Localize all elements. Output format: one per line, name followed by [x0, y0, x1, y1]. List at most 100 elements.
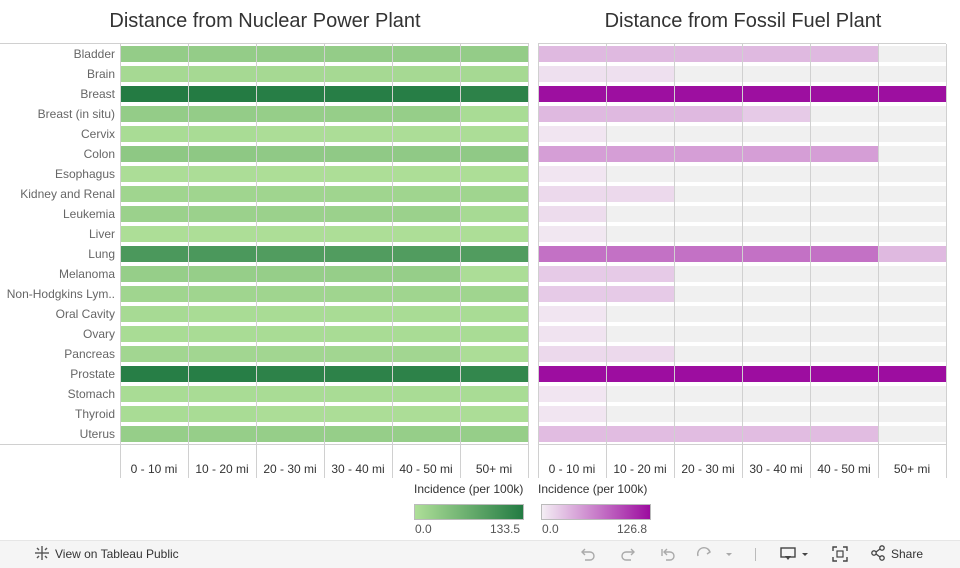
- fossil-cell[interactable]: [538, 266, 606, 282]
- fossil-cell[interactable]: [606, 246, 674, 262]
- fossil-cell[interactable]: [674, 386, 742, 402]
- fossil-cell[interactable]: [538, 106, 606, 122]
- nuclear-cell[interactable]: [392, 326, 460, 342]
- fossil-cell[interactable]: [606, 166, 674, 182]
- fossil-cell[interactable]: [674, 126, 742, 142]
- redo-icon[interactable]: [620, 546, 636, 562]
- fossil-cell[interactable]: [674, 286, 742, 302]
- nuclear-cell[interactable]: [460, 266, 528, 282]
- nuclear-cell[interactable]: [120, 186, 188, 202]
- nuclear-cell[interactable]: [256, 326, 324, 342]
- nuclear-cell[interactable]: [120, 206, 188, 222]
- fossil-cell[interactable]: [538, 306, 606, 322]
- fossil-cell[interactable]: [674, 66, 742, 82]
- nuclear-cell[interactable]: [188, 206, 256, 222]
- nuclear-cell[interactable]: [460, 46, 528, 62]
- nuclear-cell[interactable]: [188, 146, 256, 162]
- fossil-cell[interactable]: [878, 406, 946, 422]
- fossil-cell[interactable]: [674, 266, 742, 282]
- nuclear-cell[interactable]: [460, 286, 528, 302]
- nuclear-cell[interactable]: [324, 146, 392, 162]
- fossil-cell[interactable]: [810, 206, 878, 222]
- fossil-cell[interactable]: [742, 326, 810, 342]
- nuclear-cell[interactable]: [324, 266, 392, 282]
- nuclear-cell[interactable]: [324, 286, 392, 302]
- fossil-cell[interactable]: [606, 426, 674, 442]
- fossil-cell[interactable]: [878, 286, 946, 302]
- nuclear-cell[interactable]: [188, 46, 256, 62]
- fossil-cell[interactable]: [878, 166, 946, 182]
- nuclear-cell[interactable]: [324, 126, 392, 142]
- nuclear-cell[interactable]: [460, 126, 528, 142]
- nuclear-cell[interactable]: [392, 46, 460, 62]
- nuclear-cell[interactable]: [256, 46, 324, 62]
- nuclear-cell[interactable]: [460, 366, 528, 382]
- fossil-cell[interactable]: [674, 86, 742, 102]
- share-button[interactable]: Share: [870, 541, 923, 568]
- nuclear-cell[interactable]: [188, 166, 256, 182]
- nuclear-cell[interactable]: [188, 426, 256, 442]
- nuclear-cell[interactable]: [188, 106, 256, 122]
- fossil-cell[interactable]: [538, 126, 606, 142]
- nuclear-cell[interactable]: [120, 426, 188, 442]
- fossil-cell[interactable]: [742, 266, 810, 282]
- fossil-cell[interactable]: [538, 66, 606, 82]
- nuclear-cell[interactable]: [324, 166, 392, 182]
- fossil-cell[interactable]: [810, 46, 878, 62]
- fossil-cell[interactable]: [606, 206, 674, 222]
- nuclear-cell[interactable]: [120, 126, 188, 142]
- fossil-cell[interactable]: [810, 346, 878, 362]
- fossil-cell[interactable]: [742, 166, 810, 182]
- fossil-cell[interactable]: [606, 146, 674, 162]
- nuclear-cell[interactable]: [324, 306, 392, 322]
- nuclear-cell[interactable]: [256, 426, 324, 442]
- fossil-cell[interactable]: [810, 326, 878, 342]
- nuclear-cell[interactable]: [460, 426, 528, 442]
- fossil-cell[interactable]: [606, 326, 674, 342]
- nuclear-cell[interactable]: [392, 166, 460, 182]
- nuclear-cell[interactable]: [392, 286, 460, 302]
- nuclear-cell[interactable]: [460, 166, 528, 182]
- fossil-cell[interactable]: [606, 66, 674, 82]
- nuclear-cell[interactable]: [392, 186, 460, 202]
- nuclear-cell[interactable]: [188, 186, 256, 202]
- fullscreen-icon[interactable]: [832, 546, 848, 562]
- nuclear-cell[interactable]: [120, 226, 188, 242]
- fossil-cell[interactable]: [810, 306, 878, 322]
- nuclear-cell[interactable]: [324, 406, 392, 422]
- nuclear-cell[interactable]: [392, 206, 460, 222]
- fossil-cell[interactable]: [878, 146, 946, 162]
- nuclear-cell[interactable]: [188, 366, 256, 382]
- fossil-cell[interactable]: [538, 246, 606, 262]
- nuclear-cell[interactable]: [460, 66, 528, 82]
- fossil-cell[interactable]: [606, 266, 674, 282]
- fossil-cell[interactable]: [606, 406, 674, 422]
- nuclear-cell[interactable]: [460, 246, 528, 262]
- nuclear-cell[interactable]: [324, 426, 392, 442]
- fossil-cell[interactable]: [810, 406, 878, 422]
- nuclear-cell[interactable]: [460, 386, 528, 402]
- nuclear-cell[interactable]: [256, 306, 324, 322]
- fossil-cell[interactable]: [742, 246, 810, 262]
- fossil-cell[interactable]: [810, 246, 878, 262]
- nuclear-cell[interactable]: [392, 66, 460, 82]
- nuclear-cell[interactable]: [256, 246, 324, 262]
- fossil-cell[interactable]: [878, 46, 946, 62]
- fossil-cell[interactable]: [674, 346, 742, 362]
- fossil-cell[interactable]: [538, 326, 606, 342]
- fossil-cell[interactable]: [538, 206, 606, 222]
- fossil-cell[interactable]: [674, 366, 742, 382]
- fossil-cell[interactable]: [674, 186, 742, 202]
- fossil-cell[interactable]: [606, 346, 674, 362]
- fossil-cell[interactable]: [538, 186, 606, 202]
- fossil-cell[interactable]: [606, 226, 674, 242]
- fossil-cell[interactable]: [878, 366, 946, 382]
- fossil-cell[interactable]: [878, 86, 946, 102]
- fossil-cell[interactable]: [742, 426, 810, 442]
- nuclear-cell[interactable]: [256, 286, 324, 302]
- nuclear-cell[interactable]: [324, 326, 392, 342]
- nuclear-cell[interactable]: [460, 346, 528, 362]
- fossil-cell[interactable]: [538, 366, 606, 382]
- fossil-cell[interactable]: [810, 386, 878, 402]
- nuclear-cell[interactable]: [120, 386, 188, 402]
